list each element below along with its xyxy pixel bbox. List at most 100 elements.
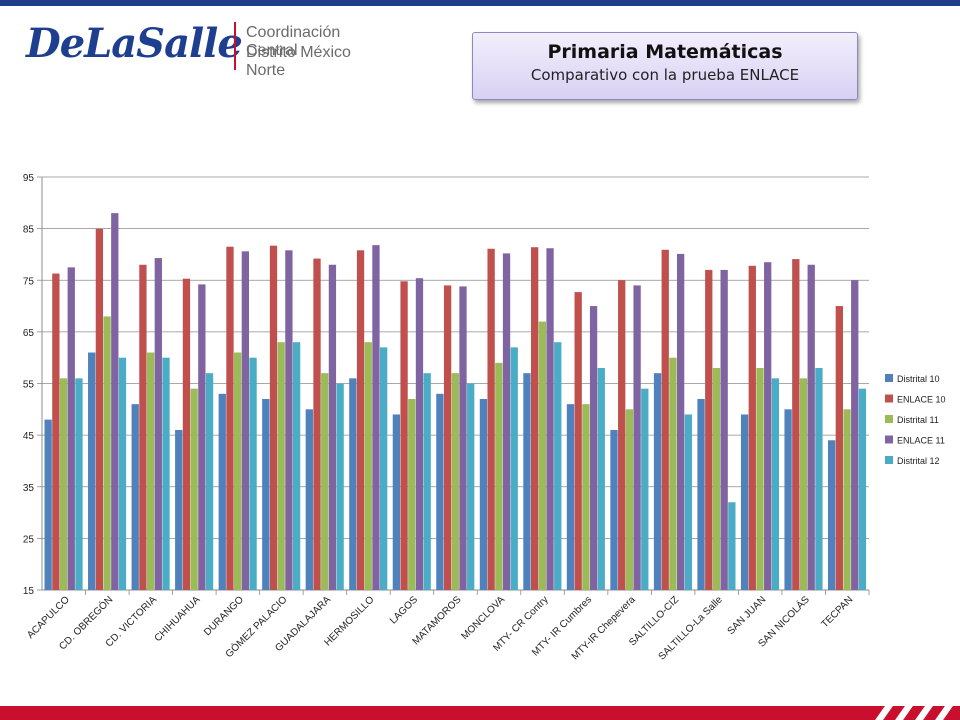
logo-separator bbox=[234, 22, 236, 70]
bar bbox=[95, 228, 104, 590]
bar bbox=[356, 250, 365, 590]
bottom-band bbox=[0, 706, 960, 720]
bar bbox=[641, 388, 649, 590]
bar bbox=[75, 378, 83, 590]
bar bbox=[372, 245, 380, 590]
bar bbox=[349, 378, 357, 590]
chart-title: Primaria Matemáticas bbox=[547, 41, 783, 63]
bar bbox=[292, 342, 301, 590]
bar bbox=[146, 352, 155, 590]
bar bbox=[843, 409, 851, 590]
bar bbox=[44, 419, 52, 590]
bar bbox=[495, 362, 503, 590]
bar bbox=[589, 306, 598, 590]
bar bbox=[392, 414, 401, 590]
bar bbox=[249, 357, 257, 590]
bar bbox=[851, 280, 859, 590]
bar bbox=[131, 404, 139, 590]
title-box: Primaria Matemáticas Comparativo con la … bbox=[472, 32, 858, 100]
bar bbox=[205, 373, 214, 590]
bar bbox=[827, 440, 836, 590]
bar bbox=[305, 409, 313, 590]
bar bbox=[59, 378, 68, 590]
bar bbox=[408, 398, 416, 590]
bar bbox=[625, 409, 634, 590]
legend-label: Distrital 10 bbox=[897, 374, 940, 384]
bar bbox=[705, 269, 713, 590]
legend-swatch bbox=[885, 456, 893, 464]
x-tick-label: TECPAN bbox=[819, 594, 855, 630]
bar bbox=[502, 253, 511, 590]
bar bbox=[88, 352, 96, 590]
bar bbox=[103, 316, 111, 590]
bar bbox=[443, 285, 452, 590]
bar bbox=[479, 398, 488, 590]
bar bbox=[523, 373, 531, 590]
legend-swatch bbox=[885, 374, 893, 382]
x-tick-label: MONCLOVA bbox=[459, 594, 507, 642]
bar bbox=[764, 262, 772, 590]
bar bbox=[720, 269, 728, 590]
bar bbox=[313, 258, 321, 590]
bar bbox=[633, 285, 641, 590]
bar bbox=[154, 258, 162, 590]
bar bbox=[554, 342, 562, 590]
bar bbox=[771, 378, 780, 590]
bar bbox=[610, 429, 618, 590]
logo-wordmark: DeLaSalle bbox=[26, 20, 243, 67]
bar bbox=[807, 264, 815, 590]
bar bbox=[661, 249, 669, 590]
legend-label: Distrital 12 bbox=[897, 456, 940, 466]
bar bbox=[139, 264, 147, 590]
bar bbox=[712, 368, 721, 590]
logo-line-1: Coordinación Central bbox=[246, 24, 341, 59]
y-tick-label: 25 bbox=[23, 534, 35, 545]
bar bbox=[858, 388, 867, 590]
legend-label: ENLACE 10 bbox=[897, 395, 946, 405]
y-tick-label: 15 bbox=[23, 586, 35, 597]
bar bbox=[799, 378, 808, 590]
bar bbox=[451, 373, 459, 590]
bar bbox=[226, 246, 234, 590]
bar bbox=[436, 393, 444, 590]
bar bbox=[111, 213, 119, 590]
y-tick-label: 35 bbox=[23, 483, 35, 494]
bar bbox=[815, 368, 823, 590]
y-tick-label: 85 bbox=[23, 225, 35, 236]
bar bbox=[285, 250, 293, 590]
bar bbox=[740, 414, 749, 590]
x-tick-label: SAN JUAN bbox=[726, 594, 769, 637]
legend-swatch bbox=[885, 394, 893, 403]
bar bbox=[182, 278, 191, 590]
legend-swatch bbox=[885, 415, 893, 423]
bar bbox=[423, 373, 431, 590]
bar bbox=[118, 357, 127, 590]
x-tick-label: DURANGO bbox=[202, 594, 246, 638]
bar bbox=[364, 342, 372, 590]
bar bbox=[566, 404, 575, 590]
chart-subtitle: Comparativo con la prueba ENLACE bbox=[530, 66, 800, 84]
bar bbox=[277, 342, 285, 590]
x-tick-label: ACAPULCO bbox=[25, 594, 72, 641]
bar bbox=[684, 414, 692, 590]
bar bbox=[792, 259, 800, 590]
bar bbox=[748, 265, 756, 590]
bar bbox=[269, 245, 278, 590]
bar bbox=[67, 267, 75, 590]
bar bbox=[321, 373, 329, 590]
bar bbox=[653, 373, 662, 590]
bar bbox=[487, 248, 495, 590]
bar bbox=[756, 368, 764, 590]
legend-swatch bbox=[885, 435, 893, 444]
bar bbox=[415, 278, 424, 590]
bar bbox=[510, 347, 518, 590]
bar bbox=[546, 248, 554, 590]
bar bbox=[531, 247, 539, 590]
bar bbox=[198, 284, 206, 590]
y-tick-label: 75 bbox=[23, 276, 35, 287]
bar bbox=[835, 306, 843, 590]
y-tick-label: 95 bbox=[23, 173, 35, 184]
bar bbox=[784, 409, 792, 590]
bar bbox=[669, 357, 677, 590]
bar bbox=[728, 502, 736, 590]
